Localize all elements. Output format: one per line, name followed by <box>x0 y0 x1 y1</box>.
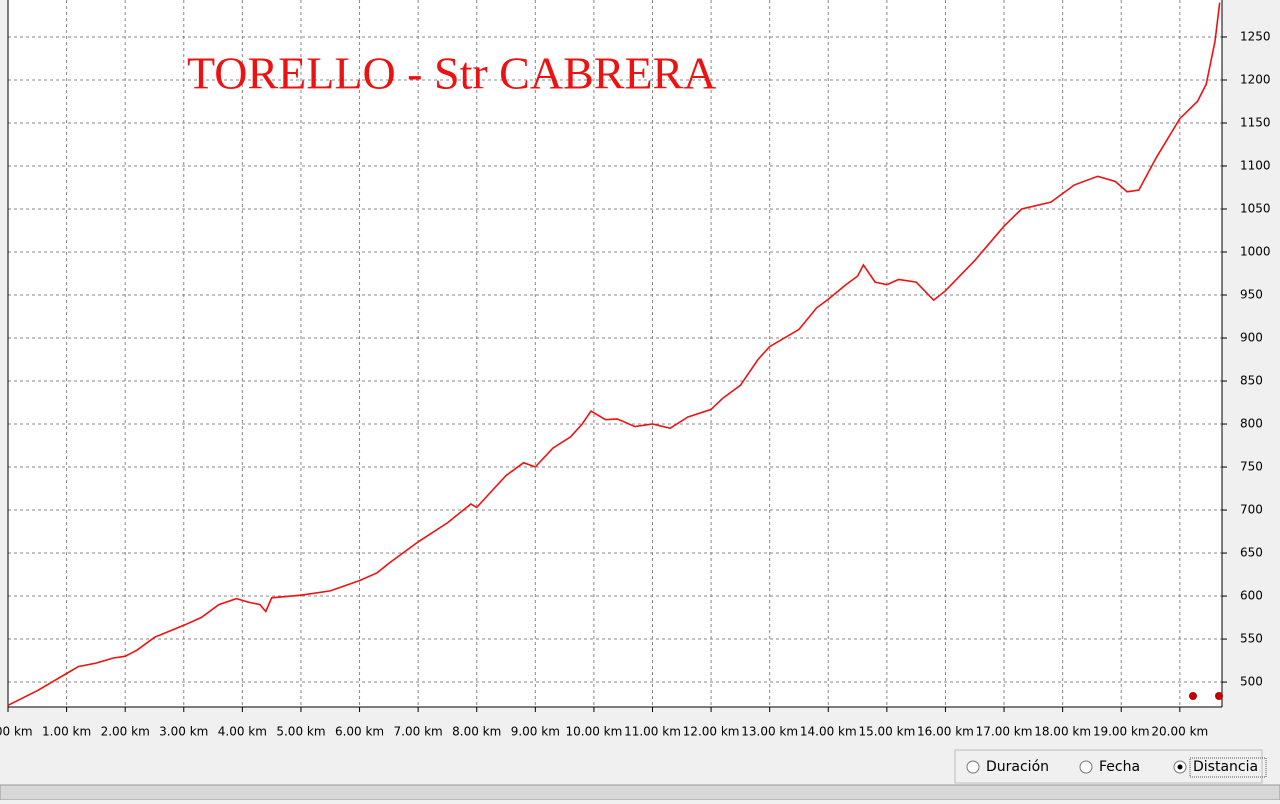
y-tick-label: 1250 <box>1240 29 1271 43</box>
radio-dot <box>1177 764 1183 770</box>
y-tick-label: 1200 <box>1240 72 1271 86</box>
x-tick-label: 4.00 km <box>218 725 267 739</box>
x-tick-label: 14.00 km <box>800 725 857 739</box>
x-tick-label: 3.00 km <box>159 725 208 739</box>
options: Duración Fecha Distancia <box>966 757 1267 778</box>
x-tick-label: 2.00 km <box>101 725 150 739</box>
y-tick-label: 850 <box>1240 374 1263 388</box>
y-tick-label: 1100 <box>1240 158 1271 172</box>
y-tick-label: 800 <box>1240 417 1263 431</box>
y-tick-label: 500 <box>1240 675 1263 689</box>
grid <box>7 0 1222 707</box>
y-tick-label: 650 <box>1240 546 1263 560</box>
x-tick-label: 5.00 km <box>276 725 325 739</box>
radio-button[interactable] <box>1079 760 1093 774</box>
focus-box <box>1189 757 1267 778</box>
x-tick-label: 20.00 km <box>1151 725 1208 739</box>
y-tick-label: 550 <box>1240 632 1263 646</box>
status-bar <box>0 784 1280 801</box>
x-tick-label: 16.00 km <box>917 725 974 739</box>
y-tick-label: 1050 <box>1240 202 1271 216</box>
y-tick-label: 950 <box>1240 288 1263 302</box>
y-tick-label: 900 <box>1240 331 1263 345</box>
x-tick-label: 10.00 km <box>566 725 623 739</box>
radio-label[interactable]: Distancia <box>1193 759 1258 775</box>
y-tick-label: 700 <box>1240 503 1263 517</box>
x-tick-label: 15.00 km <box>858 725 915 739</box>
radio-button[interactable] <box>966 760 980 774</box>
radio-label[interactable]: Fecha <box>1099 759 1140 775</box>
x-tick-label: 12.00 km <box>683 725 740 739</box>
plot-area <box>8 0 1222 707</box>
chart-title: TORELLO - Str CABRERA <box>187 48 716 99</box>
x-tick-label: 1.00 km <box>42 725 91 739</box>
radio-label[interactable]: Duración <box>986 759 1049 775</box>
marker <box>1215 692 1223 700</box>
x-tick-label: 18.00 km <box>1034 725 1091 739</box>
y-tick-label: 1000 <box>1240 245 1271 259</box>
x-tick-label: 0.00 km <box>0 725 33 739</box>
x-tick-label: 11.00 km <box>624 725 681 739</box>
x-tick-label: 17.00 km <box>976 725 1033 739</box>
x-tick-label: 7.00 km <box>394 725 443 739</box>
x-tick-label: 13.00 km <box>741 725 798 739</box>
x-tick-label: 6.00 km <box>335 725 384 739</box>
y-tick-label: 750 <box>1240 460 1263 474</box>
elevation-line <box>7 2 1221 707</box>
y-tick-label: 1150 <box>1240 115 1271 129</box>
x-tick-label: 19.00 km <box>1093 725 1150 739</box>
y-tick-label: 600 <box>1240 589 1263 603</box>
x-tick-label: 8.00 km <box>452 725 501 739</box>
marker <box>1189 692 1197 700</box>
x-tick-label: 9.00 km <box>511 725 560 739</box>
